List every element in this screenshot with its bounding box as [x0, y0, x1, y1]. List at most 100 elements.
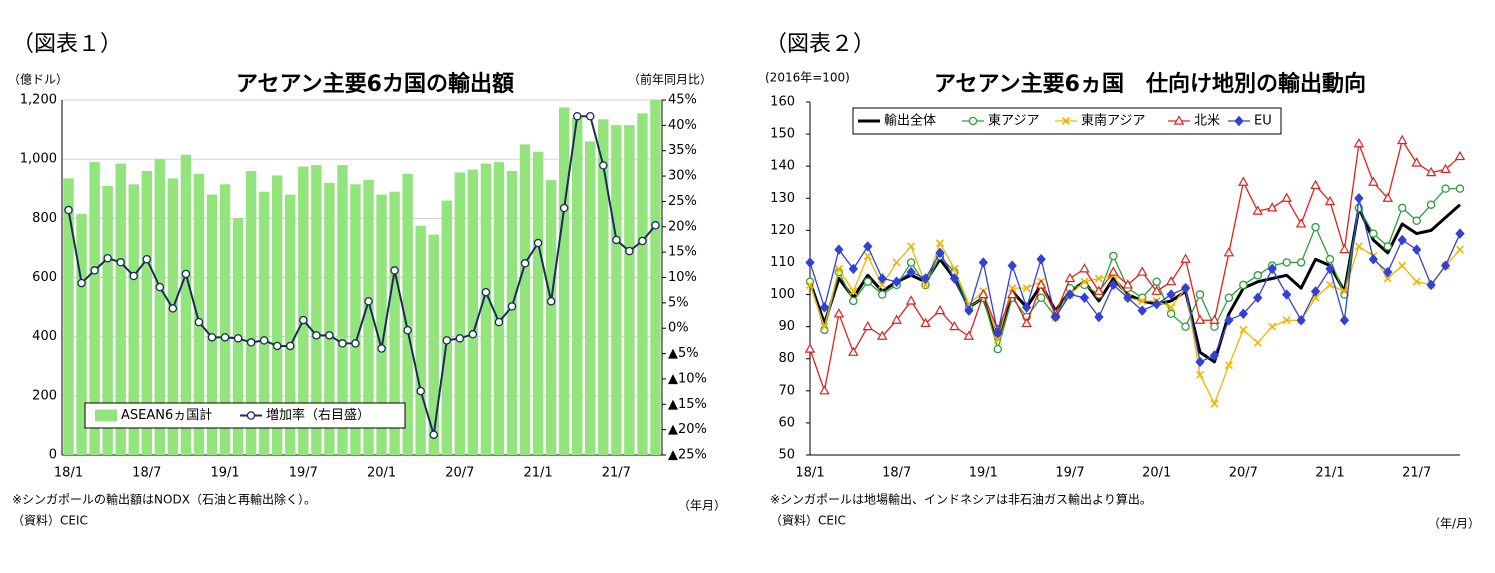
- y-tick-label: 50: [778, 448, 795, 463]
- line: [67, 115, 657, 436]
- point: [848, 346, 859, 356]
- point: [312, 331, 321, 340]
- point: [638, 236, 647, 246]
- point: [1021, 317, 1032, 328]
- y-tick-label: 800: [32, 211, 57, 226]
- y2-tick-label: 10%: [668, 270, 697, 285]
- point: [1282, 289, 1292, 300]
- point: [612, 235, 621, 245]
- point: [849, 296, 858, 306]
- point: [1455, 228, 1465, 239]
- y2-tick-label: 15%: [668, 245, 697, 260]
- point: [907, 242, 916, 251]
- point: [181, 269, 191, 279]
- point: [1165, 275, 1177, 286]
- point: [429, 430, 438, 439]
- legend-label: 北米: [1194, 114, 1220, 129]
- point: [1382, 192, 1394, 202]
- legend-marker: [1061, 116, 1071, 126]
- bar: [545, 179, 557, 455]
- bar: [402, 173, 413, 456]
- point: [805, 257, 815, 268]
- point: [1411, 157, 1422, 167]
- point: [1440, 163, 1451, 173]
- point: [1396, 134, 1408, 145]
- point: [1339, 243, 1350, 254]
- y-tick-label: 1,200: [20, 93, 57, 108]
- chart-title: アセアン主要6ヵ国 仕向け地別の輸出動向: [934, 71, 1366, 97]
- bar: [193, 173, 205, 456]
- point: [168, 304, 178, 313]
- legend-label: 輸出全体: [884, 113, 936, 129]
- point: [1167, 303, 1176, 312]
- point: [1194, 314, 1206, 324]
- legend-marker: [968, 116, 978, 126]
- point: [246, 338, 256, 347]
- line: [809, 139, 1461, 392]
- left-axis-unit: (2016年=100): [765, 71, 850, 85]
- x-tick-label: 19/7: [289, 466, 318, 481]
- point: [1094, 274, 1103, 283]
- point: [442, 336, 452, 345]
- point: [1324, 195, 1336, 206]
- bar: [585, 141, 596, 455]
- point: [1253, 292, 1263, 304]
- point: [819, 302, 830, 313]
- y-tick-label: 150: [770, 127, 795, 142]
- point: [878, 280, 887, 289]
- point: [1398, 261, 1407, 270]
- point: [1441, 184, 1450, 193]
- point: [1036, 293, 1046, 303]
- point: [1080, 277, 1089, 286]
- bar: [454, 172, 466, 455]
- y-tick-label: 400: [32, 329, 57, 344]
- point: [891, 314, 902, 324]
- point: [1426, 279, 1436, 291]
- point: [1368, 176, 1379, 186]
- point: [299, 315, 308, 325]
- point: [1281, 192, 1292, 202]
- point: [1108, 279, 1118, 291]
- y-tick-label: 160: [770, 95, 795, 110]
- point: [1325, 254, 1335, 264]
- point: [993, 327, 1003, 339]
- bar: [89, 162, 100, 455]
- point: [920, 317, 931, 328]
- point: [1123, 292, 1133, 304]
- point: [546, 297, 556, 306]
- point: [877, 290, 887, 299]
- bar: [245, 171, 257, 455]
- point: [1296, 314, 1306, 326]
- point: [1369, 229, 1378, 238]
- point: [155, 282, 165, 292]
- bar: [102, 185, 113, 455]
- point: [1152, 277, 1161, 286]
- bar: [180, 154, 192, 455]
- point: [494, 317, 504, 327]
- point: [848, 263, 859, 275]
- point: [863, 241, 873, 252]
- source: （資料）CEIC: [770, 514, 846, 528]
- legend-marker: [1234, 115, 1244, 127]
- point: [978, 257, 989, 268]
- point: [978, 288, 989, 299]
- point: [1425, 166, 1437, 177]
- y2-tick-label: ▲15%: [668, 397, 707, 412]
- bar: [76, 213, 87, 455]
- bar: [206, 194, 218, 455]
- point: [1412, 216, 1421, 225]
- point: [507, 302, 517, 311]
- point: [1455, 184, 1465, 193]
- point: [1412, 244, 1422, 255]
- point: [1267, 263, 1277, 275]
- point: [1325, 263, 1335, 275]
- point: [338, 339, 347, 348]
- point: [877, 273, 887, 284]
- point: [891, 276, 902, 287]
- x-tick-label: 18/1: [54, 466, 83, 481]
- point: [1108, 266, 1119, 276]
- point: [1354, 193, 1364, 204]
- y-tick-label: 80: [778, 351, 795, 366]
- point: [286, 341, 295, 351]
- right-axis-unit: （前年同月比）: [628, 72, 712, 87]
